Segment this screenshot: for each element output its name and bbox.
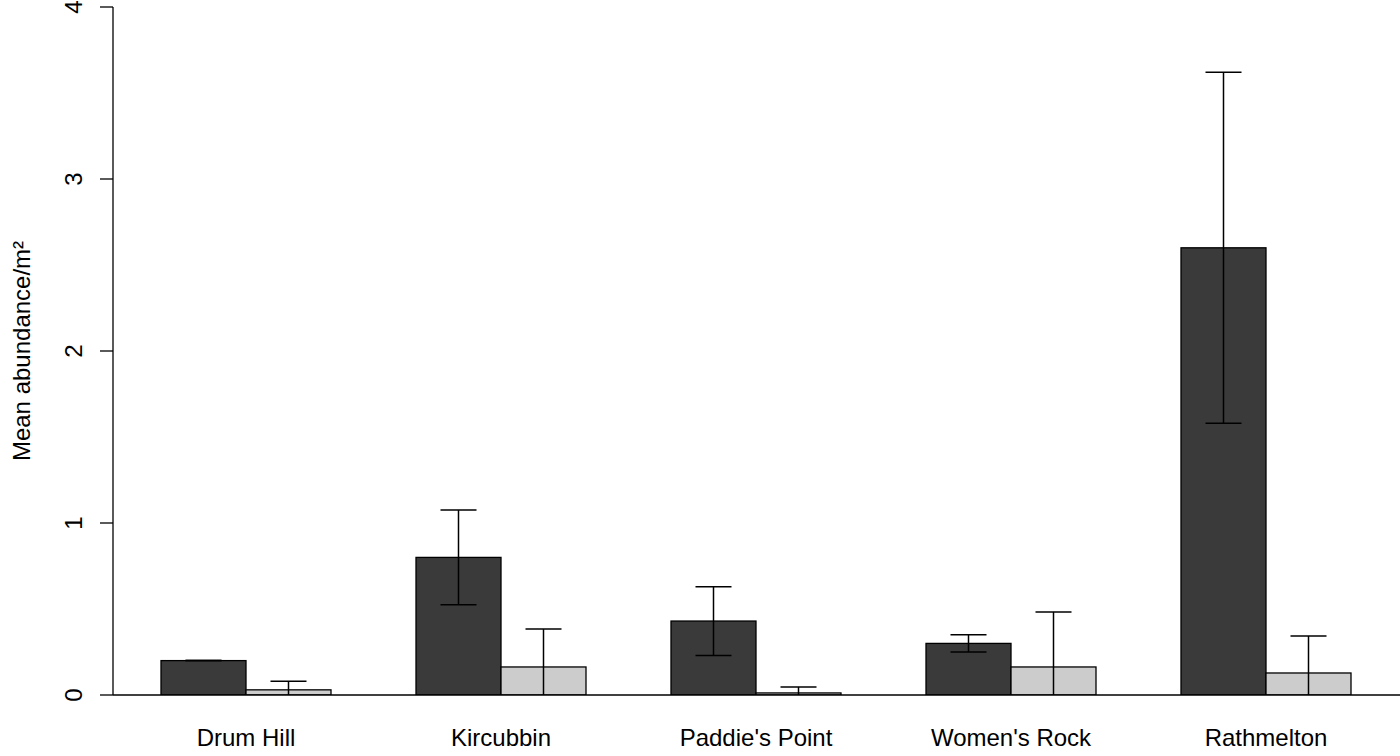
error-cap <box>1206 72 1242 74</box>
y-axis-label: Mean abundance/m² <box>8 241 35 461</box>
error-bar <box>781 687 817 695</box>
error-line <box>543 629 545 695</box>
error-cap <box>951 634 987 636</box>
y-tick <box>100 6 113 7</box>
error-cap <box>951 651 987 653</box>
error-line <box>968 635 970 652</box>
y-tick-label: 2 <box>60 344 87 357</box>
x-tick-label: Drum Hill <box>197 724 296 751</box>
x-axis <box>113 694 1400 695</box>
y-tick-label: 0 <box>60 688 87 701</box>
x-tick-label: Rathmelton <box>1205 724 1328 751</box>
error-cap <box>1206 422 1242 424</box>
error-bar <box>1291 636 1327 695</box>
error-bar <box>526 629 562 695</box>
x-tick-label: Women's Rock <box>931 724 1092 751</box>
error-cap <box>696 586 732 588</box>
y-tick-label: 3 <box>60 172 87 185</box>
y-tick <box>100 522 113 523</box>
error-cap <box>781 686 817 688</box>
error-bar <box>271 681 307 695</box>
error-bar <box>696 587 732 656</box>
y-tick <box>100 178 113 179</box>
error-line <box>288 681 290 695</box>
bars <box>161 72 1351 695</box>
error-bar <box>951 635 987 652</box>
error-bar <box>186 660 222 661</box>
error-line <box>1053 612 1055 695</box>
error-bar <box>441 510 477 605</box>
error-cap <box>696 655 732 657</box>
error-line <box>1223 72 1225 423</box>
error-cap <box>1036 611 1072 613</box>
error-cap <box>526 628 562 630</box>
y-tick-label: 1 <box>60 516 87 529</box>
error-line <box>798 687 800 695</box>
error-line <box>713 587 715 656</box>
y-tick-label: 4 <box>60 0 87 13</box>
y-tick <box>100 350 113 351</box>
bar <box>161 661 246 695</box>
y-tick <box>100 694 113 695</box>
chart: 0 1 2 3 4 Drum Hill Kircubbin Paddie's Point Wom… <box>0 0 1400 756</box>
error-cap <box>186 660 222 662</box>
error-bar <box>1036 612 1072 695</box>
error-cap <box>186 660 222 662</box>
error-cap <box>271 680 307 682</box>
error-cap <box>441 509 477 511</box>
error-cap <box>1291 635 1327 637</box>
error-bar <box>1206 72 1242 423</box>
x-tick-label: Paddie's Point <box>680 724 833 751</box>
error-cap <box>441 604 477 606</box>
error-line <box>1308 636 1310 695</box>
x-tick-label: Kircubbin <box>451 724 551 751</box>
error-line <box>458 510 460 605</box>
